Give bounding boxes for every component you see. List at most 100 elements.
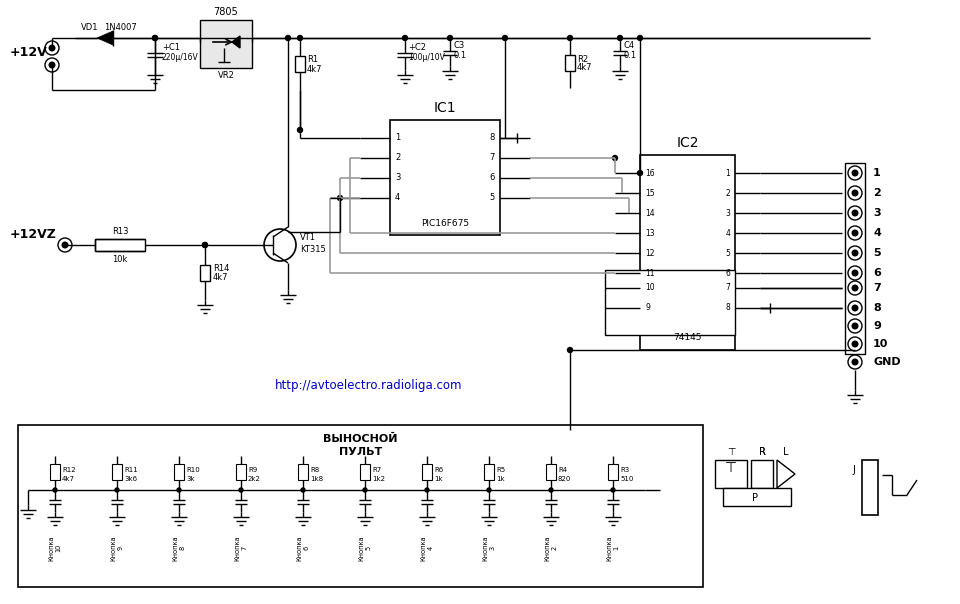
Circle shape <box>62 242 68 248</box>
Circle shape <box>298 127 302 132</box>
Text: 9: 9 <box>873 321 881 331</box>
Bar <box>298 464 308 480</box>
Circle shape <box>425 488 429 492</box>
Text: IC1: IC1 <box>434 101 456 115</box>
Text: 11: 11 <box>645 269 655 277</box>
Text: R5: R5 <box>496 467 505 473</box>
Text: Кнопка
6: Кнопка 6 <box>297 535 309 561</box>
Text: R: R <box>758 447 765 457</box>
Circle shape <box>612 155 617 161</box>
Text: 3: 3 <box>395 173 400 182</box>
Circle shape <box>611 488 615 492</box>
Text: 0.1: 0.1 <box>623 51 636 60</box>
Circle shape <box>852 341 858 347</box>
Text: Кнопка
7: Кнопка 7 <box>234 535 248 561</box>
Text: +C1: +C1 <box>162 43 180 53</box>
Text: 1: 1 <box>873 168 880 178</box>
Circle shape <box>338 196 343 201</box>
Circle shape <box>848 186 862 200</box>
Text: KT315: KT315 <box>300 245 325 254</box>
Text: +12V: +12V <box>10 47 48 60</box>
Text: 5: 5 <box>490 193 495 202</box>
Text: 8: 8 <box>490 133 495 143</box>
Text: ⊤: ⊤ <box>725 461 737 475</box>
Bar <box>200 20 252 68</box>
Circle shape <box>852 285 858 291</box>
Text: 4k7: 4k7 <box>62 476 75 482</box>
Circle shape <box>58 238 72 252</box>
Text: 100μ/10V: 100μ/10V <box>408 54 444 62</box>
Bar <box>608 464 618 480</box>
Circle shape <box>45 41 59 55</box>
Text: Кнопка
3: Кнопка 3 <box>483 535 495 561</box>
Circle shape <box>852 210 858 216</box>
Text: 7: 7 <box>873 283 880 293</box>
Text: VD1: VD1 <box>82 22 99 31</box>
Text: 2: 2 <box>395 153 400 162</box>
Text: 820: 820 <box>558 476 571 482</box>
Bar <box>845 163 865 354</box>
Bar <box>640 155 735 350</box>
Text: 1: 1 <box>395 133 400 143</box>
Bar <box>565 55 575 71</box>
Text: 3k6: 3k6 <box>124 476 137 482</box>
Text: 1k2: 1k2 <box>372 476 385 482</box>
Circle shape <box>49 62 55 68</box>
Bar <box>236 464 246 480</box>
Bar <box>360 464 370 480</box>
Text: 12: 12 <box>645 248 655 257</box>
Text: R9: R9 <box>248 467 257 473</box>
Text: L: L <box>783 447 789 457</box>
Bar <box>390 120 500 235</box>
Text: Кнопка
10: Кнопка 10 <box>49 535 61 561</box>
Text: R12: R12 <box>62 467 76 473</box>
Polygon shape <box>232 36 240 48</box>
Text: C4: C4 <box>623 42 635 51</box>
Text: R2: R2 <box>577 54 588 63</box>
Bar <box>723 488 791 506</box>
Text: R14: R14 <box>213 264 229 273</box>
Text: 16: 16 <box>645 169 655 178</box>
Circle shape <box>848 281 862 295</box>
Text: 10: 10 <box>873 339 888 349</box>
Circle shape <box>203 242 207 248</box>
Circle shape <box>264 229 296 261</box>
Text: 1: 1 <box>725 169 730 178</box>
Text: 15: 15 <box>645 188 655 198</box>
Circle shape <box>637 36 642 40</box>
Text: 6: 6 <box>725 269 730 277</box>
Text: 220μ/16V: 220μ/16V <box>162 54 199 62</box>
Text: 7: 7 <box>490 153 495 162</box>
Bar <box>751 460 773 488</box>
Text: VR2: VR2 <box>218 71 234 80</box>
Text: Кнопка
5: Кнопка 5 <box>358 535 372 561</box>
Text: R3: R3 <box>620 467 629 473</box>
Text: 5: 5 <box>725 248 730 257</box>
Text: C3: C3 <box>453 42 465 51</box>
Text: 510: 510 <box>620 476 634 482</box>
Circle shape <box>115 488 119 492</box>
Text: ПУЛЬТ: ПУЛЬТ <box>339 447 382 457</box>
Circle shape <box>852 250 858 256</box>
Circle shape <box>363 488 367 492</box>
Circle shape <box>53 488 57 492</box>
Text: Кнопка
9: Кнопка 9 <box>110 535 124 561</box>
Text: 3: 3 <box>873 208 880 218</box>
Text: 2: 2 <box>873 188 880 198</box>
Bar <box>50 464 60 480</box>
Text: 74145: 74145 <box>673 333 702 342</box>
Text: R6: R6 <box>434 467 444 473</box>
Circle shape <box>848 166 862 180</box>
Text: Кнопка
4: Кнопка 4 <box>420 535 434 561</box>
Text: 10: 10 <box>645 283 655 292</box>
Text: Кнопка
8: Кнопка 8 <box>173 535 185 561</box>
Circle shape <box>848 266 862 280</box>
Text: 1k8: 1k8 <box>310 476 324 482</box>
Circle shape <box>285 36 291 40</box>
Text: 4k7: 4k7 <box>577 63 592 72</box>
Bar <box>484 464 494 480</box>
Text: 2k2: 2k2 <box>248 476 261 482</box>
Circle shape <box>502 36 508 40</box>
Text: 10k: 10k <box>112 254 128 263</box>
Text: Кнопка
2: Кнопка 2 <box>544 535 558 561</box>
